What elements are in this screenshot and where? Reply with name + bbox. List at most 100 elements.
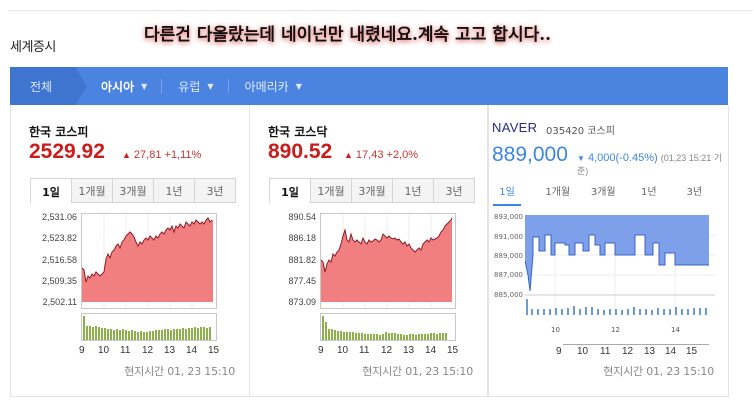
x-label: 15 — [447, 345, 459, 356]
caret-down-icon: ▼ — [295, 81, 302, 91]
tab-3year[interactable]: 3년 — [194, 179, 235, 202]
local-time: 현지시간 01, 23 15:10 — [124, 365, 235, 378]
x-label: 14 — [186, 345, 198, 356]
change-pct: +2,0% — [386, 149, 419, 161]
tab-3year[interactable]: 3년 — [433, 179, 474, 202]
x-label: 11 — [600, 346, 611, 357]
tab-1month[interactable]: 1개월 — [545, 187, 571, 198]
section-title: 세계증시 — [10, 40, 56, 55]
y-label: 2,531.06 — [41, 212, 77, 222]
y-label: 877.45 — [288, 276, 316, 286]
index-change: ▲ 27,81 +1,11% — [122, 149, 201, 161]
y-label: 873.09 — [288, 297, 316, 307]
quote-time: (01,23 15:21 기준) — [577, 153, 723, 176]
volume-chart — [81, 313, 217, 341]
nav-tab-label: 아시아 — [101, 79, 135, 94]
tab-3month[interactable]: 3개월 — [351, 179, 392, 202]
region-nav: 전체 아시아 ▼ 유럽 ▼ 아메리카 ▼ — [10, 67, 728, 105]
up-arrow-icon: ▲ — [122, 150, 131, 160]
local-time: 현지시간 01, 23 15:10 — [362, 365, 473, 378]
volume-chart — [320, 313, 456, 341]
x-label: 10 — [98, 345, 110, 356]
change-value: 17,43 — [355, 149, 384, 161]
index-name[interactable]: 한국 코스닥 — [268, 125, 328, 139]
inner-x-label: 12 — [611, 326, 620, 334]
nav-tab-all[interactable]: 전체 — [10, 67, 87, 105]
x-label: 10 — [337, 345, 349, 356]
nav-separator — [227, 79, 229, 93]
stock-name[interactable]: NAVER — [492, 120, 538, 135]
y-label: 891,000 — [494, 233, 523, 241]
price-chart: 893,000 891,000 889,000 887,000 885,000 … — [489, 209, 719, 349]
x-label: 11 — [120, 345, 131, 356]
tab-1day[interactable]: 1일 — [31, 179, 71, 204]
tab-1month[interactable]: 1개월 — [310, 179, 351, 202]
y-label: 885,000 — [494, 291, 523, 299]
period-tabs: 1일 1개월 3개월 1년 3년 — [30, 178, 236, 204]
tab-1year[interactable]: 1년 — [153, 179, 194, 202]
period-tabs: 1일 1개월 3개월 1년 3년 — [489, 183, 717, 206]
x-label: 14 — [665, 346, 677, 357]
index-value: 890.52 — [268, 140, 333, 163]
nav-tab-asia[interactable]: 아시아 ▼ — [75, 67, 147, 105]
x-label: 9 — [556, 346, 562, 357]
stock-code: 035420 코스피 — [546, 126, 615, 137]
nav-separator — [161, 79, 163, 93]
x-label: 12 — [381, 345, 393, 356]
tab-3year[interactable]: 3년 — [686, 187, 703, 198]
kospi-panel: 한국 코스피 2529.92 ▲ 27,81 +1,11% 1일 1개월 3개월 … — [10, 105, 250, 397]
x-label: 9 — [79, 345, 85, 356]
tab-3month[interactable]: 3개월 — [590, 187, 616, 198]
y-label: 893,000 — [494, 213, 523, 221]
x-label: 10 — [577, 346, 589, 357]
tab-1month[interactable]: 1개월 — [71, 179, 112, 202]
price-chart — [320, 213, 456, 309]
inner-x-label: 10 — [551, 326, 560, 334]
x-label: 9 — [318, 345, 324, 356]
y-label: 887,000 — [494, 271, 523, 279]
tab-1day[interactable]: 1일 — [493, 183, 521, 206]
tab-3month[interactable]: 3개월 — [112, 179, 153, 202]
inner-x-label: 14 — [671, 326, 680, 334]
index-value: 2529.92 — [29, 140, 105, 163]
x-label: 15 — [686, 346, 698, 357]
x-label: 14 — [425, 345, 437, 356]
x-label: 13 — [164, 345, 176, 356]
y-label: 2,509.35 — [41, 276, 77, 286]
y-label: 881.82 — [288, 255, 316, 265]
x-label: 11 — [359, 345, 370, 356]
x-label: 13 — [644, 346, 656, 357]
index-name[interactable]: 한국 코스피 — [29, 125, 89, 139]
caret-down-icon: ▼ — [141, 81, 148, 91]
overlay-caption: 다른건 다올랐는데 네이넌만 내렸네요.계속 고고 합시다.. — [144, 25, 552, 45]
tab-1year[interactable]: 1년 — [640, 187, 657, 198]
local-time: 현지시간 01, 23 15:10 — [603, 365, 714, 378]
change-pct: +1,11% — [164, 149, 202, 161]
nav-tab-label: 아메리카 — [244, 79, 289, 94]
nav-tab-americas[interactable]: 아메리카 ▼ — [245, 67, 302, 105]
x-label: 12 — [622, 346, 634, 357]
period-tabs: 1일 1개월 3개월 1년 3년 — [269, 178, 475, 204]
x-label: 15 — [208, 345, 220, 356]
y-label: 2,523.82 — [41, 233, 77, 243]
stock-change: ▼ 4,000(-0.45%) (01,23 15:21 기준) — [577, 151, 728, 177]
y-label: 890.54 — [288, 212, 316, 222]
top-divider — [8, 10, 753, 11]
up-arrow-icon: ▲ — [344, 150, 353, 160]
index-change: ▲ 17,43 +2,0% — [344, 149, 418, 161]
price-chart — [81, 213, 217, 309]
y-label: 886.18 — [288, 233, 316, 243]
caret-down-icon: ▼ — [207, 81, 214, 91]
nav-tab-europe[interactable]: 유럽 ▼ — [178, 67, 213, 105]
stock-price: 889,000 — [492, 143, 568, 166]
naver-panel: NAVER 035420 코스피 889,000 ▼ 4,000(-0.45%)… — [488, 105, 729, 397]
y-label: 2,516.58 — [41, 255, 77, 265]
down-arrow-icon: ▼ — [577, 154, 585, 163]
tab-1day[interactable]: 1일 — [270, 179, 310, 204]
tab-1year[interactable]: 1년 — [392, 179, 433, 202]
change-value: 27,81 — [133, 149, 162, 161]
nav-tab-label: 유럽 — [178, 79, 201, 94]
change-value: 4,000(-0.45%) — [587, 152, 658, 164]
x-label: 12 — [142, 345, 154, 356]
x-label: 13 — [403, 345, 415, 356]
